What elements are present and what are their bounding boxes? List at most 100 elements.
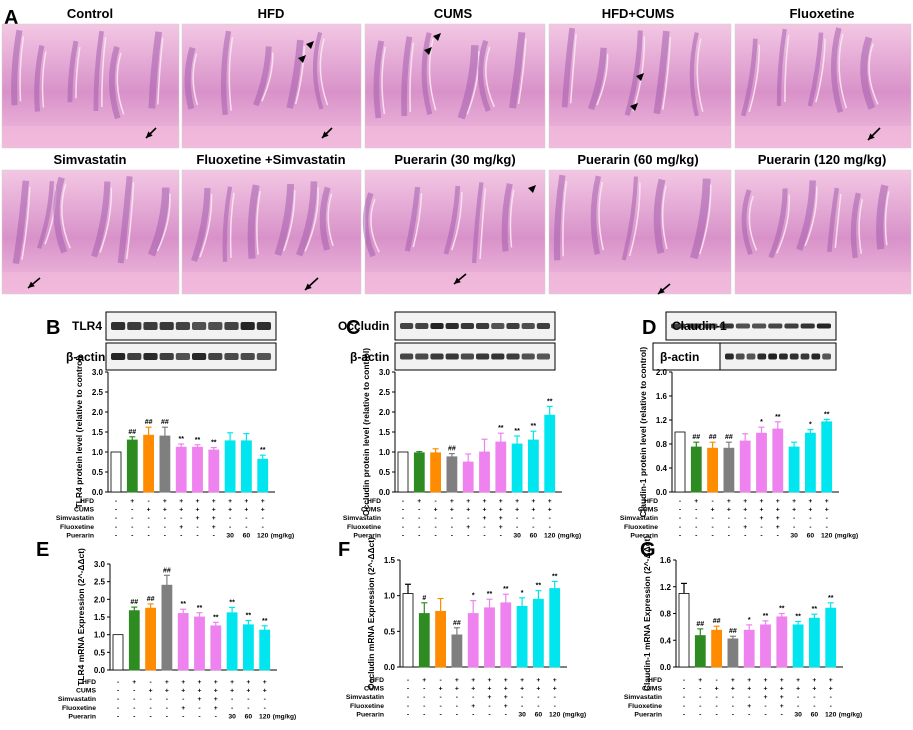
histology-images (1, 23, 912, 295)
y-tick-label: 1.5 (379, 428, 391, 437)
blot-band (400, 323, 414, 329)
table-cell: + (747, 703, 751, 710)
table-cell: 120 (825, 711, 837, 718)
table-cell: - (180, 532, 182, 539)
blot-band (719, 323, 734, 329)
table-cell: - (679, 507, 681, 514)
table-cell: - (231, 705, 233, 712)
blot-band (208, 353, 223, 360)
villus (312, 31, 324, 110)
table-cell: - (439, 711, 441, 718)
table-cell: - (483, 532, 485, 539)
table-cell: + (483, 498, 487, 505)
table-cell: - (467, 532, 469, 539)
blot-actin-d (719, 342, 837, 371)
lumen (748, 195, 758, 251)
arrowhead-cums-1 (433, 33, 441, 41)
table-cell: + (483, 515, 487, 522)
table-row-label: Simvastatin (346, 694, 384, 701)
y-tick-label: 2.5 (379, 388, 391, 397)
table-row-label: Simvastatin (56, 515, 94, 522)
lumen (784, 34, 790, 102)
table-cell: + (536, 686, 540, 693)
blot-band (735, 353, 745, 360)
villus (319, 186, 331, 251)
table-cell: + (504, 686, 508, 693)
table-cell: - (147, 515, 149, 522)
muscularis-layer (549, 272, 731, 294)
histology-tile-7 (181, 169, 362, 295)
table-cell: - (537, 703, 539, 710)
table-cell: - (715, 694, 717, 701)
table-cell: + (825, 498, 829, 505)
table-cell: - (245, 524, 247, 531)
histo-label-cums: CUMS (434, 6, 473, 21)
significance-mark: ** (178, 436, 184, 443)
table-cell: - (456, 711, 458, 718)
table-cell: + (553, 677, 557, 684)
lumen (412, 193, 423, 248)
table-cell: + (450, 498, 454, 505)
table-cell: - (133, 713, 135, 720)
villus (67, 40, 79, 103)
table-cell: + (261, 498, 265, 505)
table-cell: + (130, 498, 134, 505)
bar-7 (500, 602, 512, 668)
villus (11, 29, 23, 106)
table-cell: - (748, 711, 750, 718)
table-cell: + (196, 515, 200, 522)
table-cell: - (164, 524, 166, 531)
table-cell: + (499, 498, 503, 505)
table-cell: - (264, 696, 266, 703)
table-cell: - (711, 515, 713, 522)
lumen (101, 37, 107, 107)
blot-band (256, 353, 271, 360)
table-cell: + (471, 686, 475, 693)
y-tick-label: 1.6 (660, 556, 672, 565)
tile-border (548, 169, 732, 295)
blot-band (430, 323, 444, 329)
villus (91, 181, 111, 258)
bar-10 (259, 629, 271, 671)
muscularis-layer (549, 126, 731, 148)
histology-tile-9 (548, 169, 732, 295)
table-cell: - (732, 711, 734, 718)
arrow-hfd-head (322, 131, 329, 138)
blot-band (175, 322, 190, 330)
bar-6 (760, 624, 771, 668)
villus (561, 27, 576, 108)
table-cell: + (812, 686, 816, 693)
table-row-label: HFD (644, 498, 658, 505)
table-row-label: CUMS (364, 686, 384, 693)
table-cell: + (244, 507, 248, 514)
table-cell: - (760, 532, 762, 539)
table-cell: 60 (535, 711, 543, 718)
panel-letter-d: D (642, 317, 656, 339)
y-tick-label: 1.6 (656, 392, 668, 401)
table-cell: + (181, 679, 185, 686)
table-unit: (mg/kg) (563, 711, 586, 718)
significance-mark: ** (246, 613, 252, 620)
lumen (327, 193, 334, 247)
table-cell: + (163, 498, 167, 505)
blot-band (779, 353, 788, 360)
table-cell: - (117, 679, 119, 686)
table-cell: - (117, 705, 119, 712)
table-cell: - (715, 677, 717, 684)
table-cell: - (532, 524, 534, 531)
y-tick-label: 0.5 (94, 648, 106, 657)
table-cell: - (679, 498, 681, 505)
significance-mark: ** (824, 411, 830, 418)
lumen (804, 186, 818, 247)
table-cell: - (683, 694, 685, 701)
table-cell: - (549, 515, 551, 522)
villus (286, 39, 304, 109)
muscularis-layer (735, 272, 911, 294)
table-cell: + (504, 694, 508, 701)
histology-tile-8 (362, 169, 546, 295)
bar-5 (177, 613, 189, 671)
table-cell: + (466, 524, 470, 531)
bar-8 (226, 612, 238, 671)
table-cell: + (760, 507, 764, 514)
lumen (838, 33, 848, 109)
